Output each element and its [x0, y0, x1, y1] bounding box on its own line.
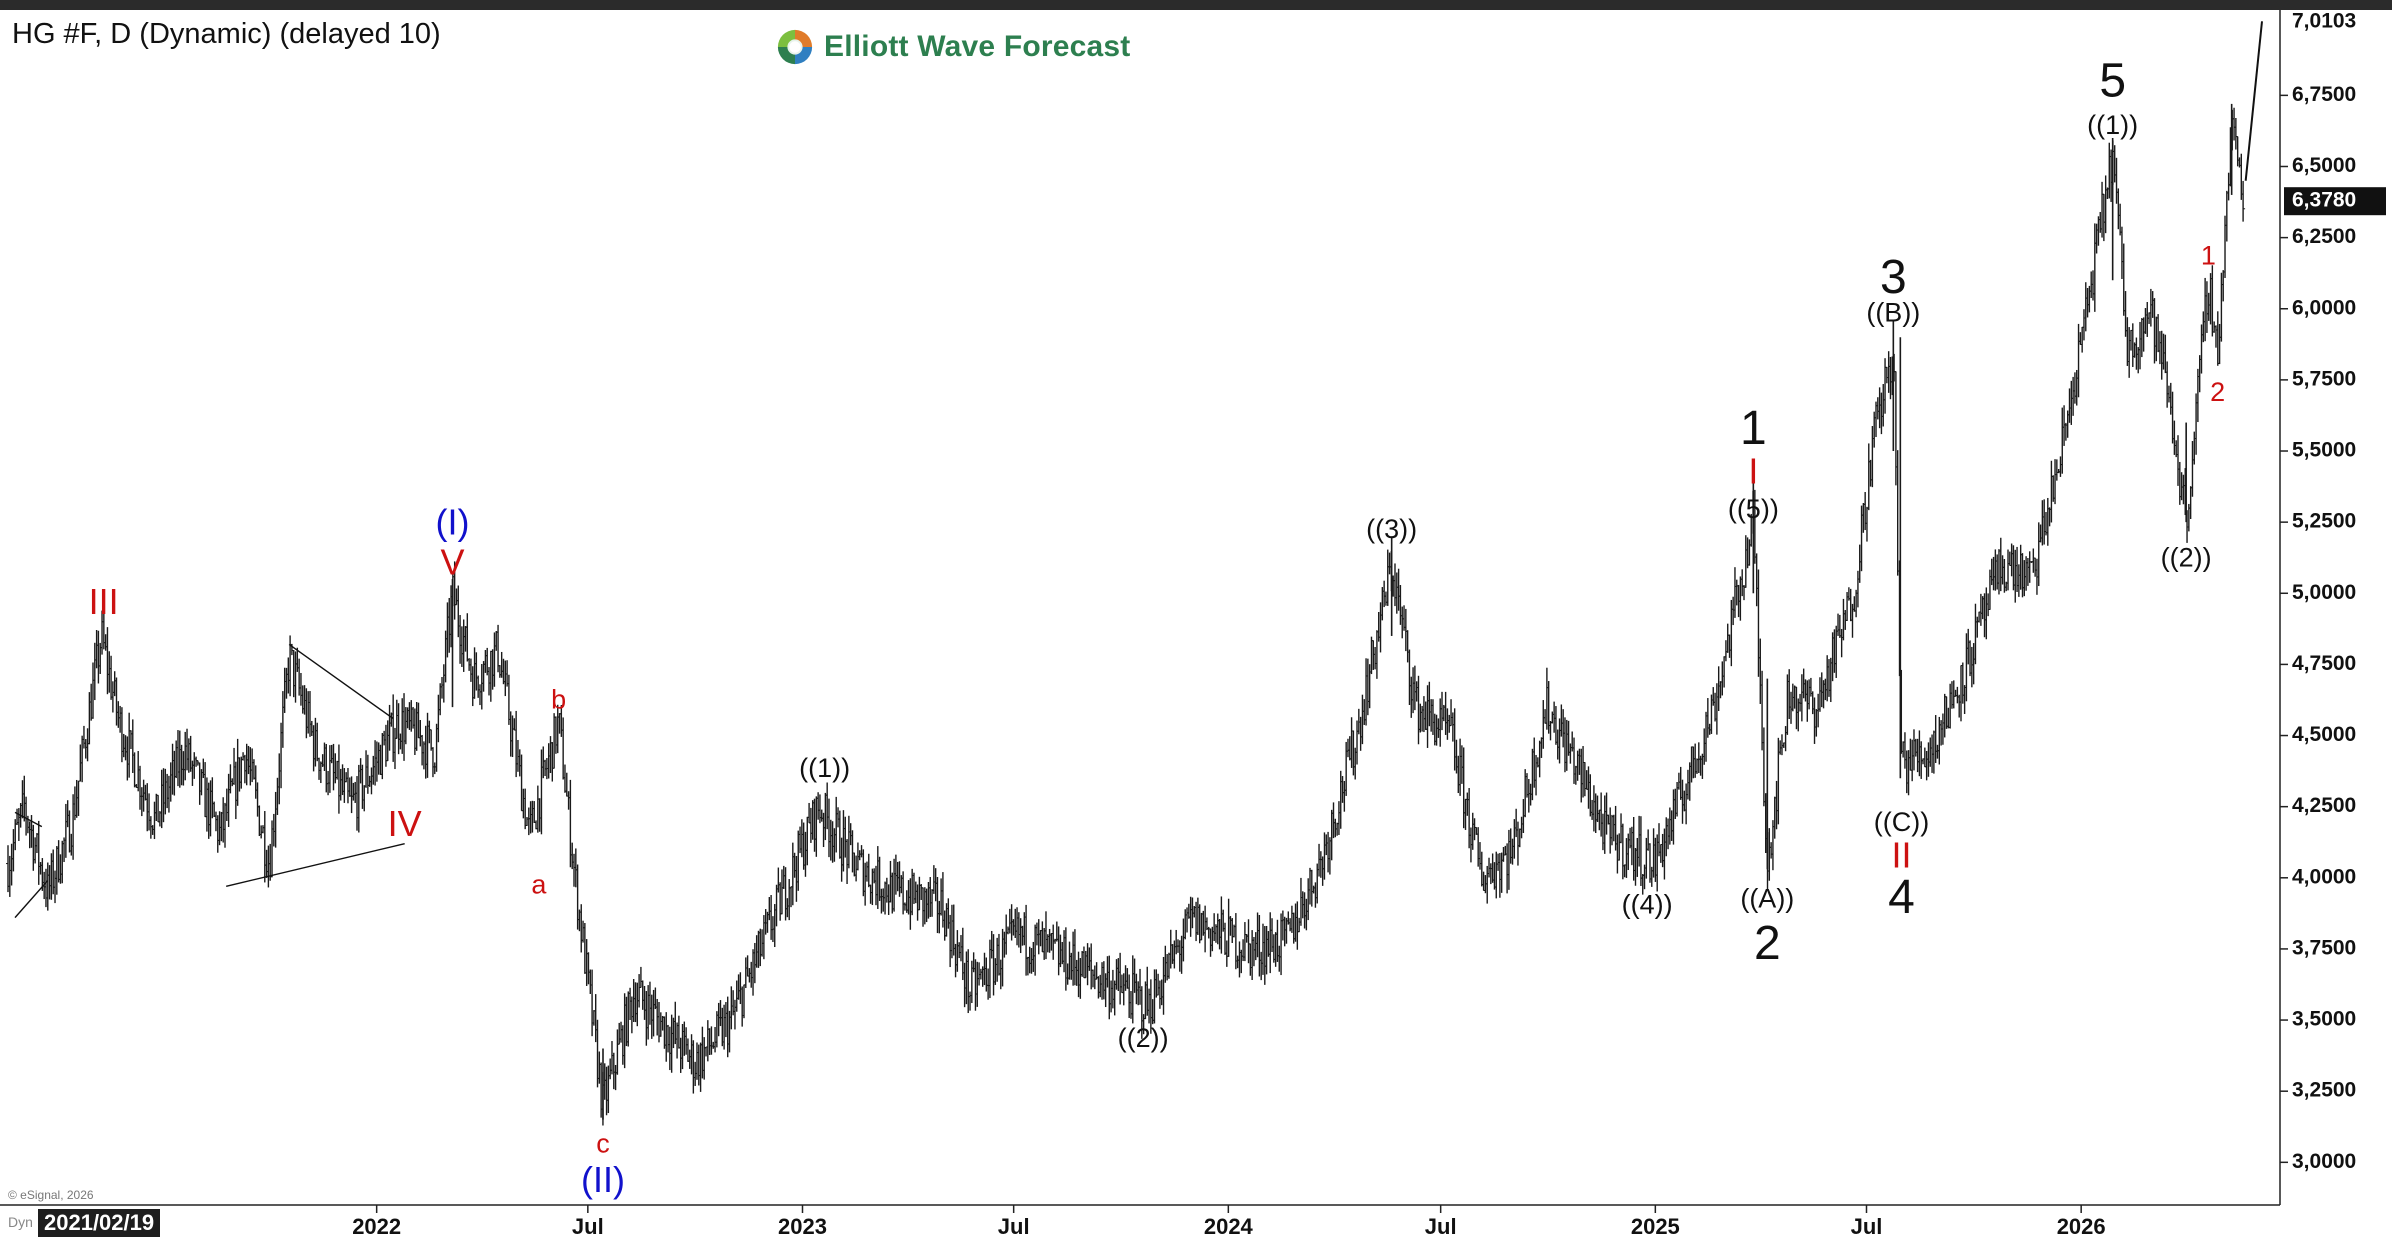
price-tick-label: 3,0000 — [2292, 1150, 2356, 1173]
wave-label: ((1)) — [2087, 110, 2138, 140]
start-date-badge[interactable]: 2021/02/19 — [38, 1209, 161, 1237]
time-tick-label: Jul — [1425, 1214, 1457, 1239]
price-tick-label: 6,2500 — [2292, 225, 2356, 248]
triangle-lower-line — [226, 842, 405, 888]
copyright-text: © eSignal, 2026 — [8, 1188, 94, 1202]
last-price-badge — [2284, 187, 2386, 216]
time-tick-label: 2022 — [352, 1214, 401, 1239]
price-tick-label: 3,5000 — [2292, 1008, 2356, 1031]
wave-label: I — [1748, 450, 1758, 491]
wave-label: 2 — [1754, 917, 1781, 970]
price-tick-label: 4,7500 — [2292, 652, 2356, 675]
wave-label: ((5)) — [1728, 494, 1779, 524]
wave-label: ((1)) — [799, 753, 850, 783]
top-value-label: 7,0103 — [2292, 10, 2356, 33]
window-top-bar — [0, 0, 2392, 10]
wave-label: II — [1891, 834, 1911, 875]
wave-label: 1 — [1740, 402, 1767, 455]
wave-label: 3 — [1880, 251, 1907, 304]
wave-label: III — [89, 581, 119, 622]
wave-label: (I) — [436, 502, 470, 543]
price-tick-label: 5,5000 — [2292, 439, 2356, 462]
time-tick-label: Jul — [1851, 1214, 1883, 1239]
price-tick-label: 3,2500 — [2292, 1079, 2356, 1102]
time-tick-label: 2025 — [1631, 1214, 1680, 1239]
wave-label: ((A)) — [1740, 884, 1794, 914]
dynamic-label: Dyn — [8, 1214, 33, 1230]
triangle-trendlines — [14, 643, 405, 919]
time-tick-label: 2024 — [1204, 1214, 1254, 1239]
price-tick-label: 3,7500 — [2292, 936, 2356, 959]
price-tick-label: 4,0000 — [2292, 865, 2356, 888]
time-tick-label: 2023 — [778, 1214, 827, 1239]
time-tick-label: Jul — [998, 1214, 1030, 1239]
wave-label: 1 — [2201, 241, 2216, 271]
price-axis[interactable]: 3,0000 3,2500 3,5000 3,7500 4,0000 4,2500 4,50… — [2280, 10, 2392, 1205]
globe-logo-icon — [777, 29, 813, 65]
price-tick-label: 4,2500 — [2292, 794, 2356, 817]
price-tick-label: 6,5000 — [2292, 154, 2356, 177]
projection-path — [2244, 21, 2263, 181]
logo-text: Elliott Wave Forecast — [824, 30, 1131, 63]
triangle-upper-line — [288, 643, 394, 720]
last-price-label: 6,3780 — [2292, 189, 2356, 212]
ticker-label: HG #F, D (Dynamic) (delayed 10) — [12, 18, 441, 50]
time-tick-label: 2026 — [2057, 1214, 2106, 1239]
price-tick-label: 6,7500 — [2292, 83, 2356, 106]
wave-label: ((C)) — [1874, 807, 1929, 837]
wave-label: V — [440, 541, 464, 582]
wave-label: IV — [388, 803, 422, 844]
time-axis[interactable]: 2022 Jul 2023 Jul 2024 Jul 2025 Jul 2026 — [352, 1205, 2106, 1239]
triangle-upper-line — [14, 811, 43, 828]
wave-label: 5 — [2099, 55, 2126, 108]
price-bars — [6, 103, 2246, 1126]
wave-label: ((2)) — [2161, 542, 2212, 572]
price-tick-label: 6,0000 — [2292, 296, 2356, 319]
price-tick-label: 5,0000 — [2292, 581, 2356, 604]
wave-label: 4 — [1888, 871, 1915, 924]
wave-label: (II) — [581, 1159, 625, 1200]
wave-label: ((2)) — [1118, 1023, 1169, 1053]
wave-label: b — [551, 685, 566, 715]
price-tick-label: 5,7500 — [2292, 367, 2356, 390]
price-tick-label: 4,5000 — [2292, 723, 2356, 746]
elliott-wave-logo: Elliott Wave Forecast — [776, 26, 1131, 68]
wave-label: ((4)) — [1622, 889, 1673, 919]
wave-label: ((3)) — [1366, 514, 1417, 544]
wave-label: 2 — [2210, 377, 2225, 407]
triangle-lower-line — [14, 880, 49, 919]
wave-labels: III(I)VIVbac(II)((1))((2))((3))((4))1I((… — [89, 55, 2226, 1200]
wave-label: c — [596, 1128, 610, 1158]
wave-label: a — [531, 869, 547, 899]
price-tick-label: 5,2500 — [2292, 510, 2356, 533]
projection-line — [2244, 21, 2263, 181]
wave-label: ((B)) — [1866, 298, 1920, 328]
time-tick-label: Jul — [572, 1214, 604, 1239]
